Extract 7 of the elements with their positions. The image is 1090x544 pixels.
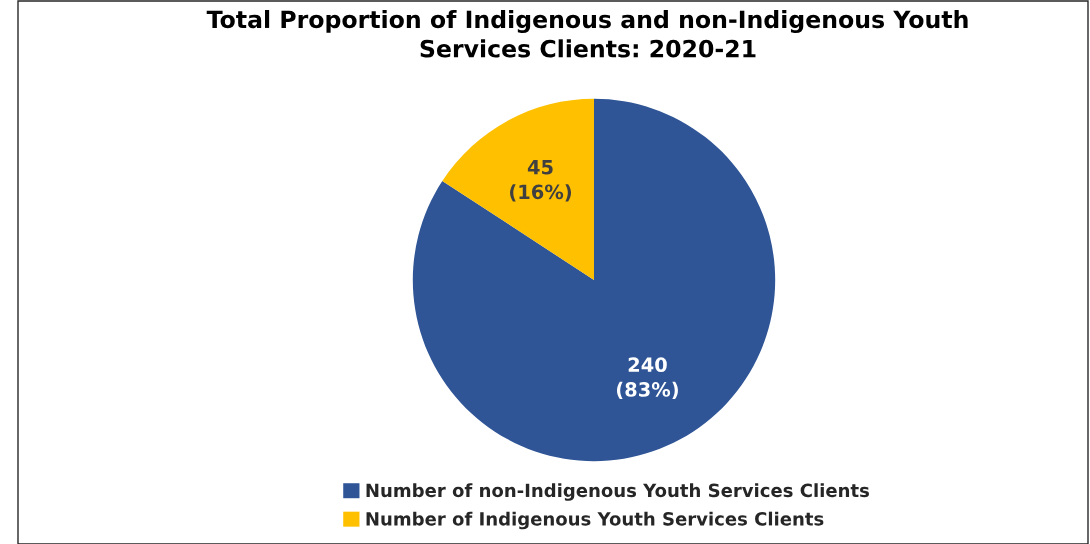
legend-label: Number of Indigenous Youth Services Clients <box>366 511 824 530</box>
legend-label: Number of non-Indigenous Youth Services Clients <box>366 483 869 501</box>
data-label: 240 (83%) <box>616 357 678 400</box>
pie-slice <box>412 98 776 462</box>
pie-slice <box>442 98 594 280</box>
chart-title: Total Proportion of Indigenous and non-Indigenous Youth Services Clients: 2020-21 <box>206 10 968 58</box>
data-label: 45 (16%) <box>510 160 572 202</box>
